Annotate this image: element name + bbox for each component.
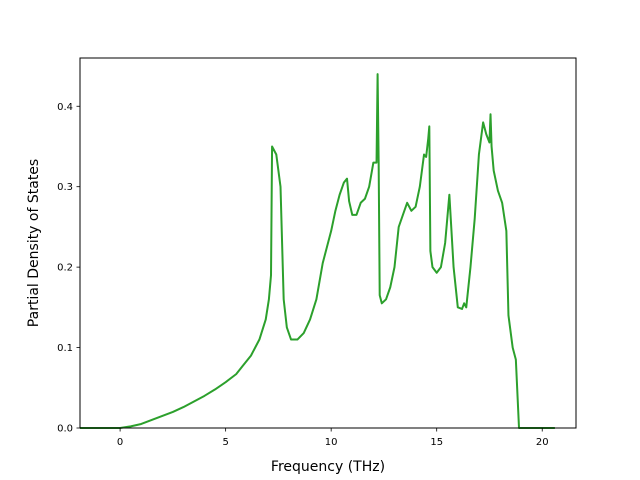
x-tick-label: 15 [430, 437, 443, 448]
x-axis-label: Frequency (THz) [271, 459, 385, 475]
x-tick-label: 5 [222, 437, 228, 448]
y-axis-label: Partial Density of States [26, 159, 42, 327]
series-layer [80, 73, 555, 429]
y-tick-label: 0.0 [57, 424, 73, 435]
plot-frame [79, 57, 577, 429]
y-tick-label: 0.1 [57, 343, 73, 354]
x-tick-label: 0 [117, 437, 123, 448]
y-tick-label: 0.4 [57, 102, 73, 113]
tick-layer: 0 5 10 15 20 0.0 0.1 0.2 0.3 0.4 [57, 102, 549, 448]
x-tick-label: 20 [536, 437, 549, 448]
y-tick-label: 0.3 [57, 182, 73, 193]
y-tick-label: 0.2 [57, 263, 73, 274]
pdos-series-line [80, 73, 555, 429]
x-tick-label: 10 [325, 437, 338, 448]
